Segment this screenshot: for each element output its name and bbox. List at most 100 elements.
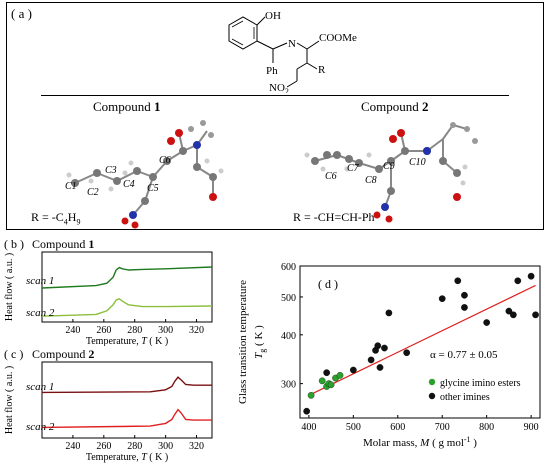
y-axis-label: Heat flow ( a.u. ) (4, 366, 15, 434)
series-line-1 (41, 266, 213, 289)
other-imine-point (532, 311, 539, 319)
other-imine-point (381, 344, 388, 352)
panel-title: Compound 2 (32, 347, 94, 361)
other-imine-point (454, 277, 462, 285)
compound2-title: Compound 2 (361, 99, 429, 114)
c9-atom: C9 (383, 161, 395, 172)
x-tick-label: 280 (127, 325, 142, 336)
legend-label-other: other imines (440, 392, 490, 403)
glycine-point (307, 391, 315, 399)
other-imine-point (385, 309, 393, 317)
chart-b: ( b ) Compound 1 240 260 280 300 320 Temperatur… (4, 237, 213, 346)
divider-line (41, 95, 509, 96)
c3-atom: C3 (105, 165, 117, 176)
no2-label: NO2 (269, 82, 289, 93)
other-imine-point (483, 319, 491, 326)
panel-label: ( d ) (318, 277, 338, 291)
y-tick-label: 300 (281, 380, 296, 391)
x-tick-label: 900 (524, 422, 539, 433)
panel-a-frame: ( a ) OH N COOMe Ph R NO2 Compound 1 Com… (6, 2, 544, 230)
other-imine-point (374, 342, 382, 350)
x-axis-label: Molar mass, M ( g mol-1 ) (363, 435, 477, 449)
other-imine-point (438, 295, 446, 302)
compound1-r-group: R = -C4H9 (31, 210, 81, 227)
legend-marker-glycine (428, 378, 436, 386)
scan1-label: scan 1 (26, 275, 54, 287)
other-imine-point (403, 349, 411, 357)
panel-label: ( c ) (4, 347, 23, 361)
y-axis-label-symbol: Tg ( K ) (253, 325, 267, 359)
x-tick-label: 240 (65, 325, 80, 336)
c1-atom: C1 (65, 181, 77, 192)
c10-atom: C10 (409, 157, 426, 168)
panel-title: Compound 1 (32, 237, 94, 251)
x-tick-label: 240 (65, 441, 80, 452)
c5-atom: C5 (147, 183, 159, 194)
plot-frame (299, 265, 541, 419)
glycine-point (327, 381, 335, 389)
x-axis-label: Temperature, T ( K ) (86, 452, 168, 463)
series-line-1 (41, 376, 212, 394)
series-line-2 (41, 408, 212, 429)
other-imine-point (505, 307, 513, 315)
other-imine-point (349, 366, 357, 374)
y-axis-label: Glass transition temperature (237, 280, 249, 404)
glycine-point (336, 372, 344, 379)
other-imine-point (461, 291, 468, 299)
x-tick-label: 800 (479, 422, 494, 433)
compound2-r-group: R = -CH=CH-Ph (293, 210, 375, 224)
other-imine-point (461, 304, 468, 311)
plot-frame (41, 361, 213, 439)
alpha-annotation: α = 0.77 ± 0.05 (430, 349, 498, 361)
chart-c: ( c ) Compound 2 240 260 280 300 320 Temperatur… (4, 347, 213, 463)
panel-a-label: ( a ) (11, 6, 32, 21)
y-tick-label: 600 (281, 262, 296, 273)
x-tick-label: 260 (96, 325, 111, 336)
c6-atom: C6 (159, 155, 171, 166)
other-imine-point (323, 369, 331, 377)
x-tick-label: 700 (435, 422, 450, 433)
coome-label: COOMe (319, 32, 357, 44)
glycine-point (318, 377, 326, 385)
x-tick-label: 600 (390, 422, 405, 433)
y-tick-label: 500 (281, 293, 296, 304)
ph-label: Ph (266, 65, 278, 77)
x-axis-label: Temperature, T ( K ) (86, 336, 168, 346)
x-tick-label: 320 (189, 325, 204, 336)
oh-label: OH (265, 10, 281, 22)
legend-marker-other (428, 392, 436, 400)
other-imine-point (367, 356, 375, 364)
molecule-structure: OH N COOMe Ph R NO2 (228, 10, 357, 93)
compound1-title: Compound 1 (93, 99, 161, 114)
scan1-label: scan 1 (26, 381, 54, 393)
x-tick-label: 320 (189, 441, 204, 452)
y-tick-label: 400 (281, 331, 296, 342)
chart-d: ( d ) 400 500 600 700 800 900 300 400 500 600 α = 0… (237, 262, 541, 449)
scan2-label: scan 2 (26, 307, 55, 319)
compound1-model: C1 C2 C3 C4 C5 C6 C6 C7 C8 C9 C10 (65, 120, 478, 229)
x-tick-label: 280 (127, 441, 142, 452)
other-imine-point (376, 364, 384, 371)
scan2-label: scan 2 (26, 421, 55, 433)
legend-label-glycine: glycine imino esters (440, 378, 521, 389)
c6-atom-2: C6 (325, 171, 337, 182)
other-imine-point (514, 277, 522, 285)
x-tick-label: 260 (96, 441, 111, 452)
panel-label: ( b ) (4, 237, 24, 251)
c8-atom: C8 (365, 175, 377, 186)
x-tick-label: 400 (301, 422, 316, 433)
r-label: R (318, 64, 326, 76)
y-axis-label: Heat flow ( a.u. ) (4, 253, 15, 321)
plot-frame (41, 251, 213, 323)
series-line-2 (41, 298, 213, 317)
x-tick-label: 300 (158, 441, 173, 452)
other-imine-point (509, 311, 517, 319)
fit-line (308, 284, 536, 396)
n-label: N (288, 38, 296, 50)
other-imine-point (303, 407, 311, 415)
c4-atom: C4 (123, 179, 135, 190)
c7-atom: C7 (347, 163, 360, 174)
c2-atom: C2 (87, 187, 99, 198)
other-imine-point (527, 272, 535, 280)
x-tick-label: 500 (346, 422, 361, 433)
